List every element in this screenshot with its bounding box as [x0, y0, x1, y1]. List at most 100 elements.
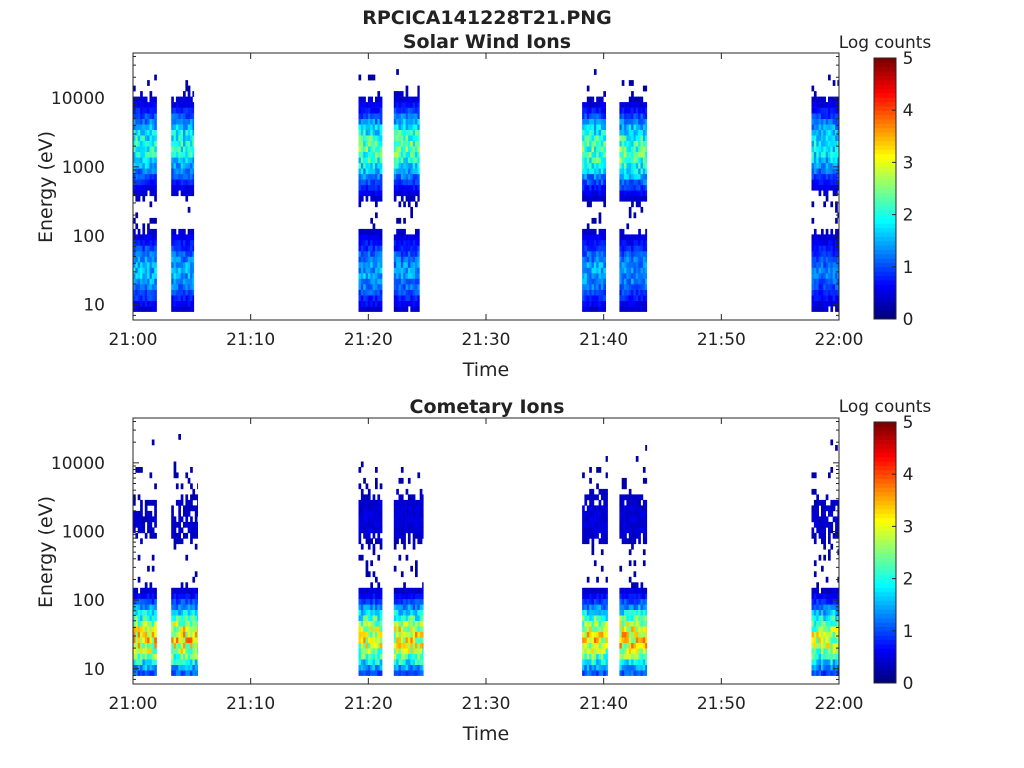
- spectrogram-cell: [370, 642, 373, 649]
- spectrogram-cell: [358, 201, 362, 208]
- x-tick-label: 21:10: [226, 330, 275, 350]
- spectrogram-cell: [596, 256, 599, 263]
- spectrogram-cell: [828, 664, 831, 671]
- spectrogram-cell: [396, 648, 399, 654]
- spectrogram-cell: [173, 642, 177, 649]
- spectrogram-cell: [178, 129, 181, 136]
- spectrogram-cell: [642, 135, 646, 141]
- spectrogram-cell: [185, 499, 189, 506]
- spectrogram-cell: [192, 234, 195, 241]
- spectrogram-cell: [628, 146, 632, 152]
- spectrogram-cell: [400, 626, 404, 632]
- spectrogram-cell: [600, 278, 604, 285]
- spectrogram-cell: [584, 653, 588, 660]
- spectrogram-cell: [600, 234, 604, 241]
- spectrogram-cell: [398, 510, 402, 517]
- spectrogram-cell: [823, 609, 826, 616]
- spectrogram-cell: [410, 295, 413, 301]
- spectrogram-cell: [367, 239, 371, 246]
- spectrogram-cell: [370, 306, 373, 312]
- spectrogram-cell: [818, 267, 822, 274]
- spectrogram-cell: [171, 620, 174, 627]
- colorbar-segment: [874, 583, 896, 588]
- spectrogram-cell: [605, 499, 608, 506]
- spectrogram-cell: [398, 107, 402, 114]
- spectrogram-cell: [365, 598, 369, 605]
- spectrogram-cell: [628, 278, 632, 285]
- colorbar-segment: [874, 569, 896, 575]
- spectrogram-cell: [137, 245, 141, 252]
- spectrogram-cell: [149, 609, 153, 616]
- spectrogram-cell: [400, 670, 404, 676]
- spectrogram-cell: [396, 664, 399, 671]
- spectrogram-cell: [197, 670, 198, 676]
- spectrogram-cell: [185, 195, 189, 202]
- spectrogram-cell: [175, 251, 179, 257]
- spectrogram-cell: [135, 467, 139, 473]
- spectrogram-cell: [197, 598, 198, 605]
- spectrogram-cell: [818, 140, 822, 147]
- spectrogram-cell: [370, 140, 373, 147]
- spectrogram-cell: [811, 157, 815, 164]
- spectrogram-cell: [398, 173, 402, 180]
- spectrogram-cell: [360, 129, 364, 136]
- spectrogram-cell: [358, 190, 362, 197]
- spectrogram-cell: [400, 598, 404, 605]
- spectrogram-cell: [628, 587, 632, 594]
- spectrogram-cell: [818, 527, 822, 534]
- spectrogram-cell: [837, 80, 840, 86]
- spectrogram-cell: [197, 604, 198, 610]
- spectrogram-cell: [835, 140, 838, 147]
- spectrogram-cell: [197, 659, 198, 665]
- colorbar-tick-label: 2: [903, 206, 914, 226]
- spectrogram-cell: [600, 140, 604, 147]
- spectrogram-cell: [830, 306, 834, 312]
- spectrogram-cell: [624, 129, 627, 136]
- spectrogram-cell: [603, 532, 606, 539]
- spectrogram-cell: [398, 262, 402, 268]
- spectrogram-cell: [635, 637, 639, 643]
- spectrogram-cell: [818, 107, 822, 114]
- spectrogram-cell: [375, 477, 378, 484]
- spectrogram-cell: [628, 615, 632, 621]
- spectrogram-cell: [589, 102, 592, 108]
- spectrogram-cell: [393, 173, 397, 180]
- spectrogram-cell: [358, 467, 362, 473]
- colorbar-tick-label: 1: [903, 258, 914, 278]
- spectrogram-cell: [173, 637, 177, 643]
- spectrogram-cell: [642, 195, 646, 202]
- colorbar-segment: [874, 310, 896, 316]
- spectrogram-cell: [192, 494, 196, 501]
- spectrogram-cell: [396, 190, 399, 197]
- spectrogram-cell: [600, 510, 604, 517]
- spectrogram-cell: [638, 195, 641, 202]
- spectrogram-cell: [584, 637, 588, 643]
- spectrogram-cell: [367, 107, 371, 114]
- spectrogram-cell: [640, 505, 644, 512]
- spectrogram-cell: [412, 306, 416, 312]
- spectrogram-cell: [628, 206, 632, 213]
- spectrogram-cell: [640, 239, 644, 246]
- spectrogram-cell: [154, 195, 157, 202]
- spectrogram-cell: [149, 168, 153, 175]
- spectrogram-cell: [398, 273, 402, 279]
- spectrogram-cell: [645, 184, 648, 191]
- spectrogram-cell: [173, 140, 177, 147]
- spectrogram-cell: [358, 532, 362, 539]
- spectrogram-cell: [377, 96, 381, 103]
- spectrogram-cell: [375, 604, 378, 610]
- spectrogram-cell: [187, 637, 191, 643]
- spectrogram-cell: [621, 615, 625, 621]
- spectrogram-cell: [400, 151, 404, 158]
- spectrogram-cell: [407, 527, 411, 534]
- spectrogram-cell: [375, 631, 378, 638]
- spectrogram-cell: [173, 239, 177, 246]
- spectrogram-cell: [147, 118, 150, 125]
- spectrogram-cell: [417, 262, 420, 268]
- spectrogram-cell: [403, 262, 406, 268]
- spectrogram-cell: [375, 190, 378, 197]
- spectrogram-cell: [407, 273, 411, 279]
- spectrogram-cell: [192, 107, 195, 114]
- spectrogram-cell: [818, 129, 822, 136]
- spectrogram-cell: [619, 190, 623, 197]
